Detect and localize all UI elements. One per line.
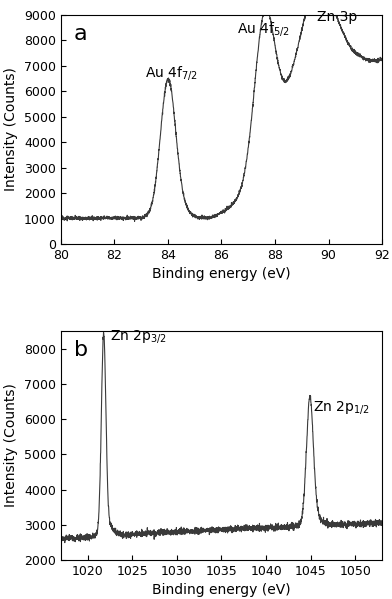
X-axis label: Binding energy (eV): Binding energy (eV) [152, 267, 291, 282]
Y-axis label: Intensity (Counts): Intensity (Counts) [4, 68, 18, 192]
Text: a: a [74, 24, 87, 44]
Text: Zn 2p$_{3/2}$: Zn 2p$_{3/2}$ [110, 328, 167, 345]
Text: b: b [74, 340, 88, 360]
Y-axis label: Intensity (Counts): Intensity (Counts) [4, 383, 18, 507]
X-axis label: Binding energy (eV): Binding energy (eV) [152, 583, 291, 597]
Text: Au 4f$_{5/2}$: Au 4f$_{5/2}$ [236, 20, 289, 38]
Text: Zn 2p$_{1/2}$: Zn 2p$_{1/2}$ [312, 398, 369, 416]
Text: Zn 3p: Zn 3p [317, 10, 357, 24]
Text: Au 4f$_{7/2}$: Au 4f$_{7/2}$ [145, 65, 198, 83]
